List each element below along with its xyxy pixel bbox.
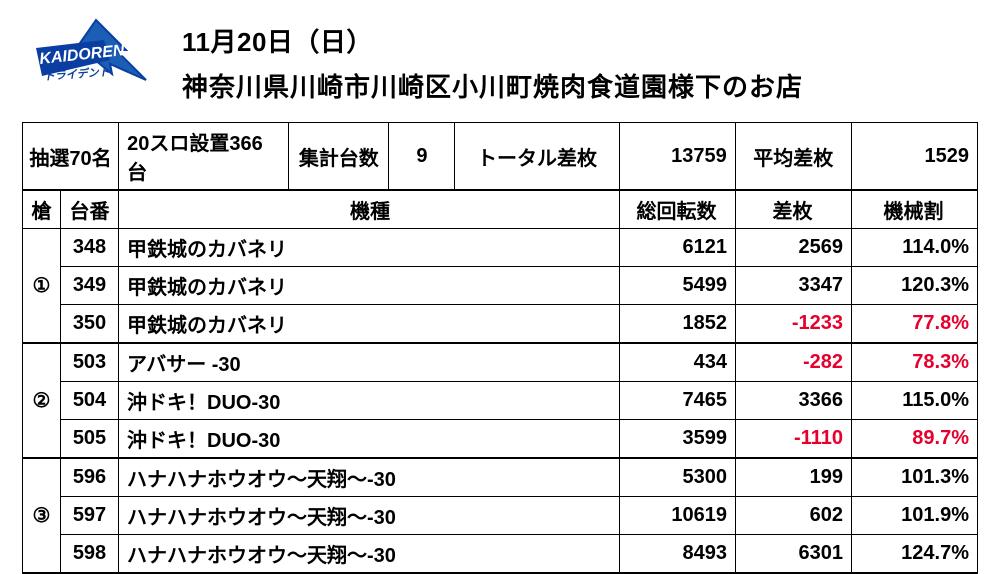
machine-no: 598 [61,535,119,574]
diff-value: 199 [736,458,852,497]
data-table: 槍 台番 機種 総回転数 差枚 機械割 ①348甲鉄城のカバネリ61212569… [22,190,978,574]
agg-label: 集計台数 [289,123,389,190]
diff-value: 602 [736,497,852,535]
col-spear: 槍 [23,191,61,229]
model-name: アバサー -30 [119,343,620,382]
machine-no: 350 [61,305,119,344]
diff-value: 3366 [736,382,852,420]
table-wrap: 抽選70名 20スロ設置366台 集計台数 9 トータル差枚 13759 平均差… [22,122,978,574]
diff-value: 6301 [736,535,852,574]
table-row: 350甲鉄城のカバネリ1852-123377.8% [23,305,978,344]
summary-table: 抽選70名 20スロ設置366台 集計台数 9 トータル差枚 13759 平均差… [22,122,978,190]
total-diff-value: 13759 [619,123,735,190]
machine-no: 504 [61,382,119,420]
model-name: ハナハナホウオウ～天翔～-30 [119,535,620,574]
setup-label: 20スロ設置366台 [119,123,289,190]
agg-value: 9 [389,123,455,190]
diff-value: 2569 [736,229,852,267]
col-ratio: 機械割 [852,191,978,229]
ratio-value: 120.3% [852,267,978,305]
ratio-value: 124.7% [852,535,978,574]
table-row: 349甲鉄城のカバネリ54993347120.3% [23,267,978,305]
diff-value: -1233 [736,305,852,344]
column-header-row: 槍 台番 機種 総回転数 差枚 機械割 [23,191,978,229]
diff-value: 3347 [736,267,852,305]
model-name: ハナハナホウオウ～天翔～-30 [119,497,620,535]
ratio-value: 114.0% [852,229,978,267]
table-row: ②503アバサー -30434-28278.3% [23,343,978,382]
model-name: 沖ドキ！DUO-30 [119,420,620,459]
total-diff-label: トータル差枚 [455,123,619,190]
avg-diff-label: 平均差枚 [735,123,851,190]
spins-value: 1852 [620,305,736,344]
col-machine-no: 台番 [61,191,119,229]
spins-value: 3599 [620,420,736,459]
title-place: 神奈川県川崎市川崎区小川町焼肉食道園様下のお店 [182,67,803,104]
spins-value: 8493 [620,535,736,574]
group-label: ③ [23,458,61,573]
ratio-value: 78.3% [852,343,978,382]
header: KAIDOREN トライデント 11月20日（日） 神奈川県川崎市川崎区小川町焼… [0,0,1000,104]
spins-value: 7465 [620,382,736,420]
avg-diff-value: 1529 [851,123,977,190]
title-date: 11月20日（日） [182,22,803,59]
lottery-label: 抽選70名 [23,123,119,190]
machine-no: 503 [61,343,119,382]
summary-row: 抽選70名 20スロ設置366台 集計台数 9 トータル差枚 13759 平均差… [23,123,978,190]
spins-value: 5300 [620,458,736,497]
spins-value: 10619 [620,497,736,535]
col-diff: 差枚 [736,191,852,229]
model-name: 沖ドキ！DUO-30 [119,382,620,420]
title-block: 11月20日（日） 神奈川県川崎市川崎区小川町焼肉食道園様下のお店 [182,18,803,104]
model-name: ハナハナホウオウ～天翔～-30 [119,458,620,497]
diff-value: -282 [736,343,852,382]
ratio-value: 115.0% [852,382,978,420]
spins-value: 5499 [620,267,736,305]
group-label: ② [23,343,61,458]
group-label: ① [23,229,61,344]
ratio-value: 101.3% [852,458,978,497]
machine-no: 596 [61,458,119,497]
table-row: 504沖ドキ！DUO-3074653366115.0% [23,382,978,420]
ratio-value: 77.8% [852,305,978,344]
spins-value: 6121 [620,229,736,267]
table-row: 505沖ドキ！DUO-303599-111089.7% [23,420,978,459]
machine-no: 348 [61,229,119,267]
col-spins: 総回転数 [620,191,736,229]
ratio-value: 101.9% [852,497,978,535]
table-row: ③596ハナハナホウオウ～天翔～-305300199101.3% [23,458,978,497]
logo: KAIDOREN トライデント [18,18,158,88]
spins-value: 434 [620,343,736,382]
diff-value: -1110 [736,420,852,459]
col-model: 機種 [119,191,620,229]
model-name: 甲鉄城のカバネリ [119,229,620,267]
table-row: 597ハナハナホウオウ～天翔～-3010619602101.9% [23,497,978,535]
ratio-value: 89.7% [852,420,978,459]
model-name: 甲鉄城のカバネリ [119,305,620,344]
model-name: 甲鉄城のカバネリ [119,267,620,305]
machine-no: 505 [61,420,119,459]
machine-no: 597 [61,497,119,535]
table-row: 598ハナハナホウオウ～天翔～-3084936301124.7% [23,535,978,574]
machine-no: 349 [61,267,119,305]
table-row: ①348甲鉄城のカバネリ61212569114.0% [23,229,978,267]
